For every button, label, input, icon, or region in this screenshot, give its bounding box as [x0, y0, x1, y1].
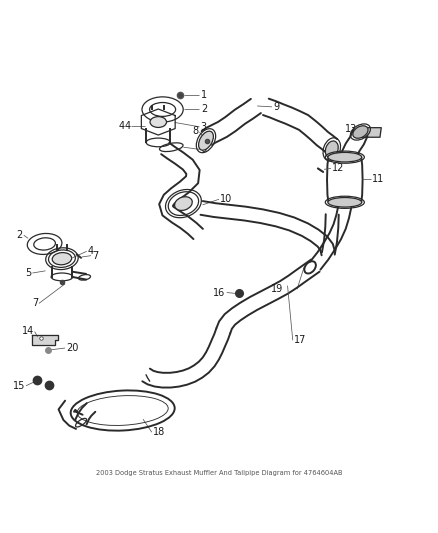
Ellipse shape [52, 253, 72, 265]
Text: 15: 15 [13, 381, 25, 391]
Text: 2: 2 [17, 230, 23, 240]
Ellipse shape [198, 131, 213, 150]
Text: 9: 9 [273, 102, 279, 112]
Text: 4: 4 [118, 120, 124, 131]
Text: 16: 16 [213, 287, 226, 297]
Polygon shape [32, 335, 59, 345]
Ellipse shape [328, 152, 362, 162]
Text: 19: 19 [271, 284, 283, 294]
Text: 6: 6 [201, 144, 207, 155]
Ellipse shape [325, 141, 338, 158]
Text: 10: 10 [220, 194, 233, 204]
Text: 20: 20 [66, 343, 79, 353]
Text: 1: 1 [201, 90, 207, 100]
Text: 4: 4 [88, 246, 94, 256]
Text: 11: 11 [372, 174, 385, 184]
Polygon shape [360, 128, 381, 137]
Text: 3: 3 [201, 122, 207, 132]
Text: 5: 5 [25, 268, 32, 278]
Text: 7: 7 [32, 298, 38, 309]
Text: 4: 4 [125, 120, 131, 131]
Text: 13: 13 [345, 124, 357, 134]
Text: 18: 18 [153, 427, 165, 437]
Text: 2003 Dodge Stratus Exhaust Muffler And Tailpipe Diagram for 4764604AB: 2003 Dodge Stratus Exhaust Muffler And T… [96, 470, 342, 475]
Text: 17: 17 [294, 335, 307, 345]
Ellipse shape [328, 198, 362, 207]
Text: 2: 2 [201, 104, 207, 115]
Ellipse shape [353, 126, 368, 138]
Ellipse shape [150, 117, 166, 127]
Text: 8: 8 [192, 126, 198, 136]
Text: 7: 7 [92, 251, 99, 261]
Text: 12: 12 [332, 164, 344, 173]
Text: 14: 14 [21, 326, 34, 336]
Ellipse shape [175, 197, 192, 211]
